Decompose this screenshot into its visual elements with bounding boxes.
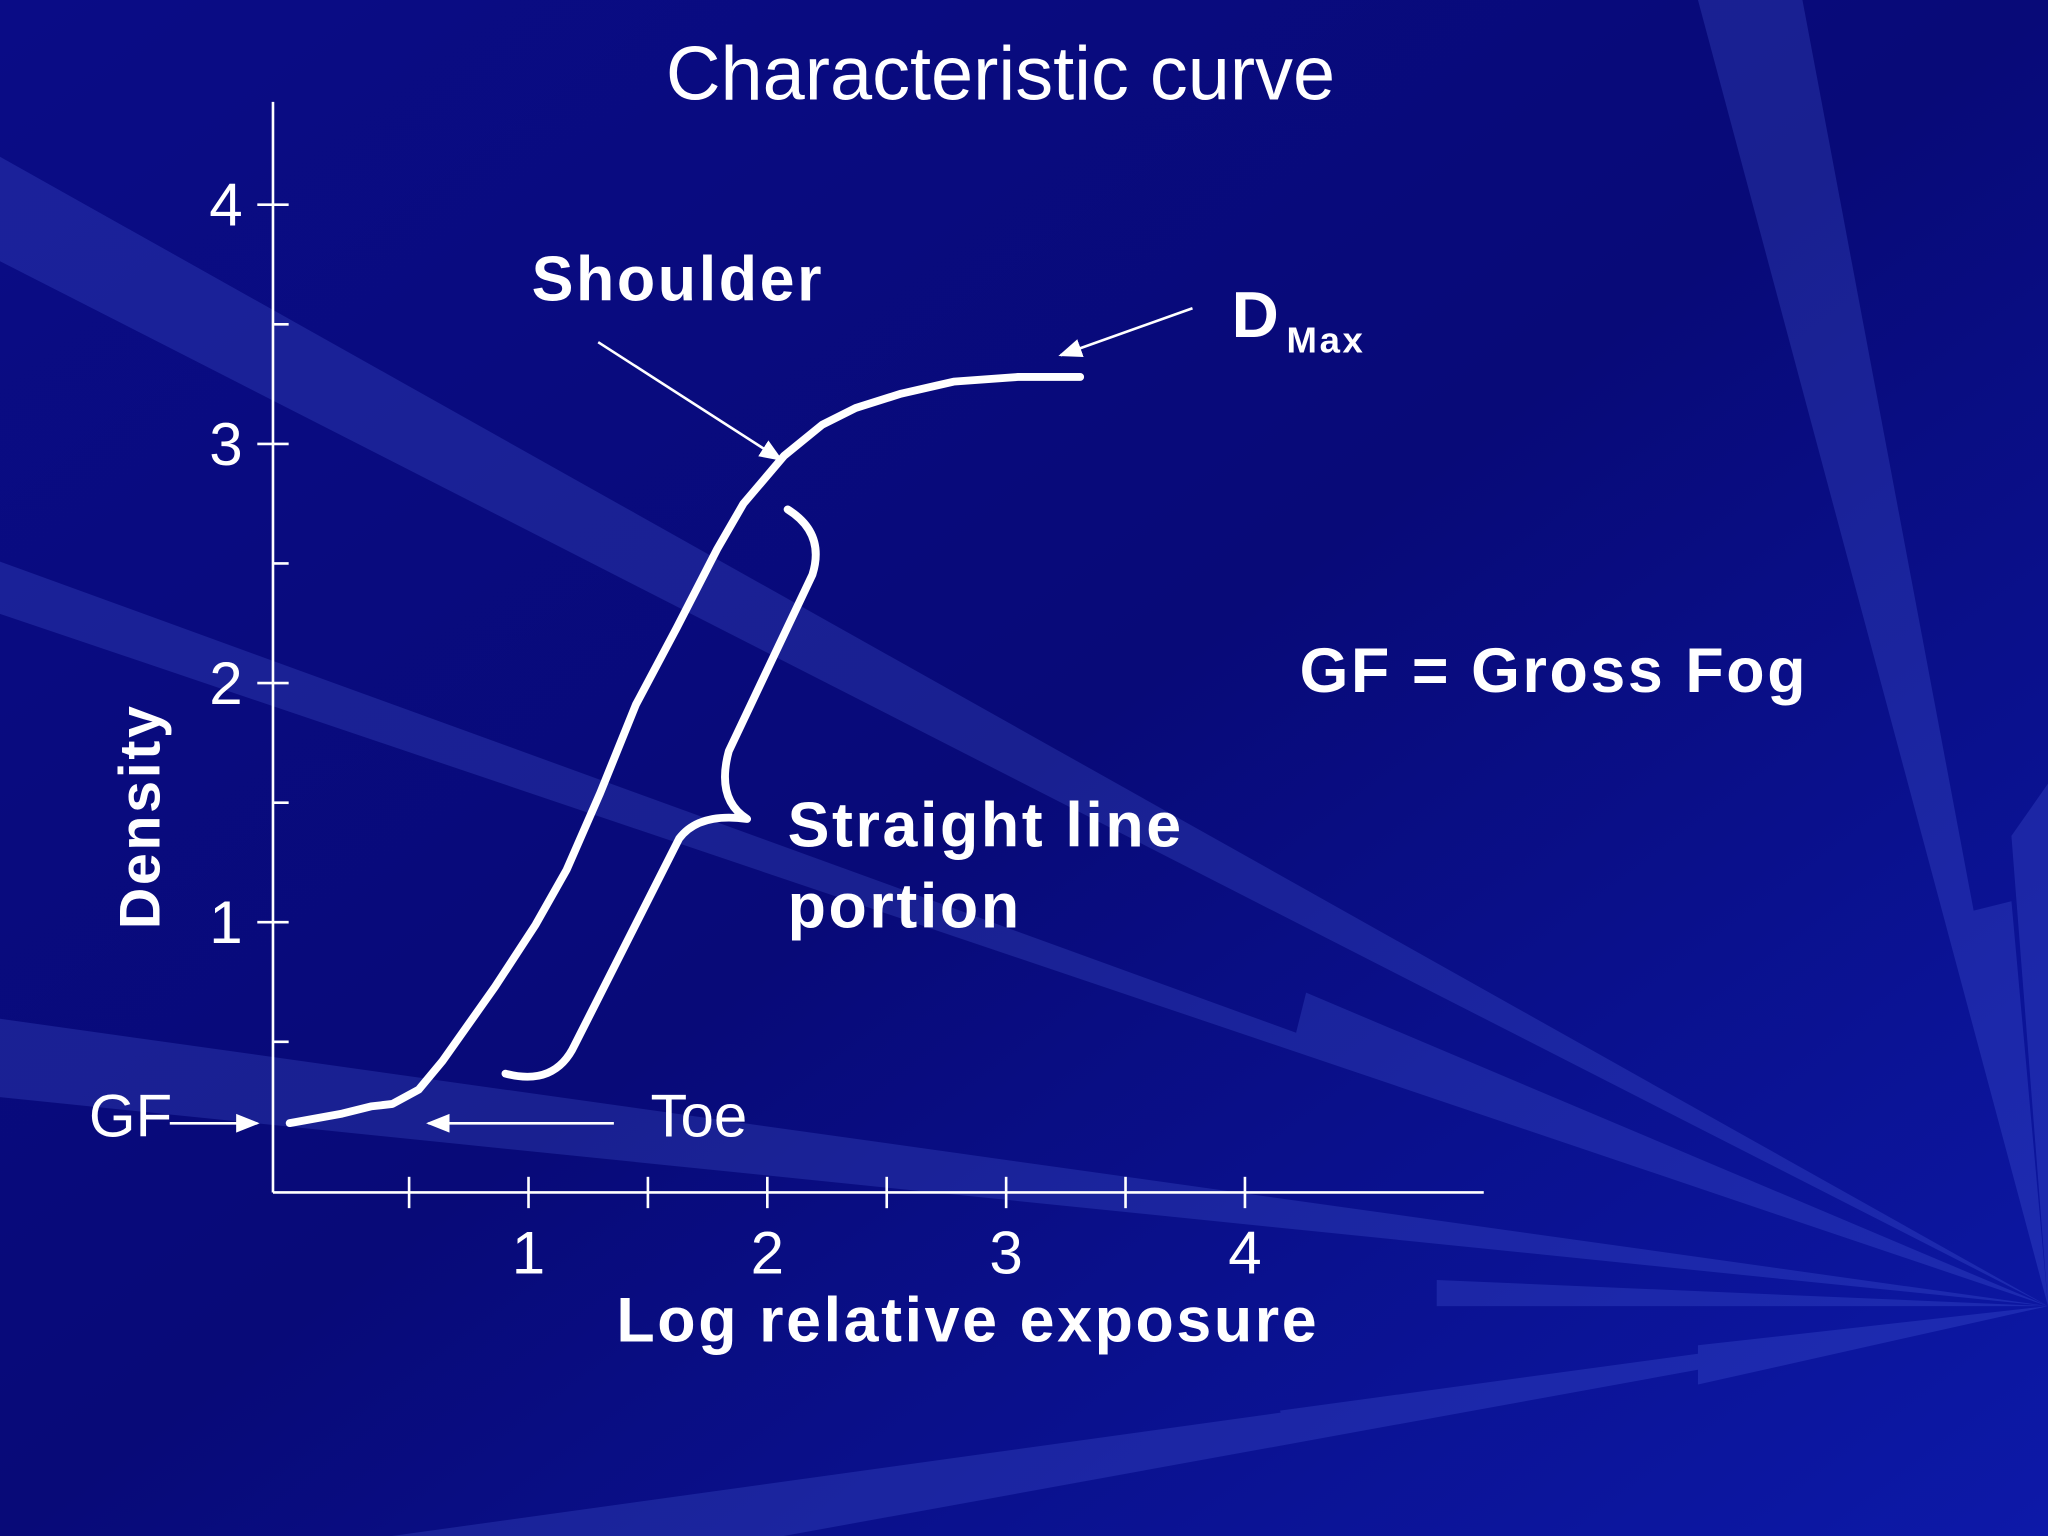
toe-label: Toe [650,1082,747,1149]
y-tick-label: 3 [209,411,242,478]
shoulder-label: Shoulder [532,244,825,314]
x-tick-label: 1 [512,1219,545,1286]
straight-line-label: Straight line [788,790,1184,860]
straight-line-bracket [501,505,820,1081]
x-tick-label: 3 [989,1219,1022,1286]
gross-fog-note: GF = Gross Fog [1300,636,1809,706]
x-tick-label: 4 [1228,1219,1261,1286]
x-tick-label: 2 [751,1219,784,1286]
chart-title: Characteristic curve [666,31,1335,116]
shoulder-arrow [597,341,784,462]
y-tick-label: 2 [209,650,242,717]
y-tick-label: 4 [209,172,242,239]
y-tick-label: 1 [209,889,242,956]
straight-line-label: portion [788,871,1022,941]
characteristic-curve [285,373,1085,1128]
dmax-label: D [1232,278,1282,351]
dmax-subscript: Max [1287,320,1366,361]
gf-label: GF [89,1082,172,1149]
dmax-arrow [1058,307,1193,358]
y-axis-label: Density [108,703,172,929]
x-axis-label: Log relative exposure [616,1285,1319,1355]
